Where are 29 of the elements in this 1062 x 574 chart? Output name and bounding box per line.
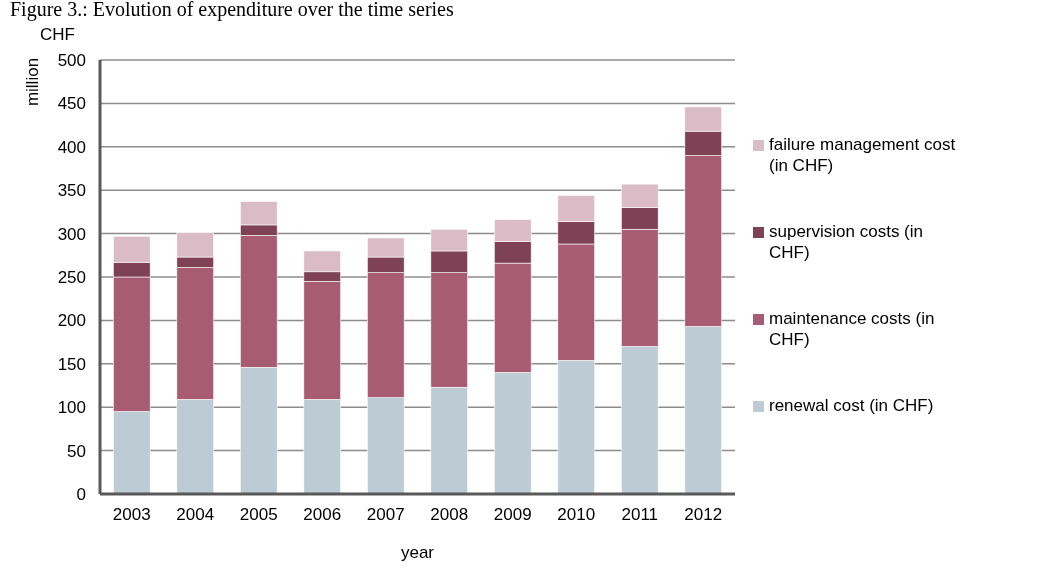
y-axis-title: million	[23, 57, 42, 107]
legend-label: supervision costs (in CHF)	[769, 222, 924, 262]
y-tick-label: 0	[76, 484, 86, 504]
y-tick-label: 150	[57, 354, 86, 374]
y-tick-label: 350	[57, 181, 86, 201]
y-tick-label: 100	[57, 398, 86, 418]
y-tick-label: 400	[57, 137, 86, 157]
x-tick-label: 2009	[493, 505, 532, 524]
x-tick-label: 2006	[303, 505, 342, 524]
y-tick-label: 50	[67, 441, 86, 461]
y-tick-label: 300	[57, 224, 86, 244]
y-tick-label: 200	[57, 311, 86, 331]
y-tick-label: 500	[57, 50, 86, 70]
x-tick-label: 2010	[557, 505, 596, 524]
x-tick-label: 2007	[366, 505, 405, 524]
legend-label: renewal cost (in CHF)	[769, 396, 934, 415]
x-axis-title: year	[400, 543, 435, 562]
chart-title: Figure 3.: Evolution of expenditure over the time series	[10, 0, 454, 21]
y-tick-label: 450	[57, 94, 86, 114]
x-tick-label: 2004	[176, 505, 215, 524]
x-tick-label: 2012	[684, 505, 723, 524]
x-tick-label: 2005	[239, 505, 278, 524]
legend-label: failure management cost (in CHF)	[769, 135, 956, 175]
x-tick-label: 2003	[112, 505, 151, 524]
x-tick-label: 2008	[430, 505, 469, 524]
x-tick-label: 2011	[621, 505, 659, 524]
y-tick-label: 250	[57, 267, 86, 287]
text: CHF	[40, 25, 75, 44]
legend-label: maintenance costs (in CHF)	[769, 309, 935, 349]
